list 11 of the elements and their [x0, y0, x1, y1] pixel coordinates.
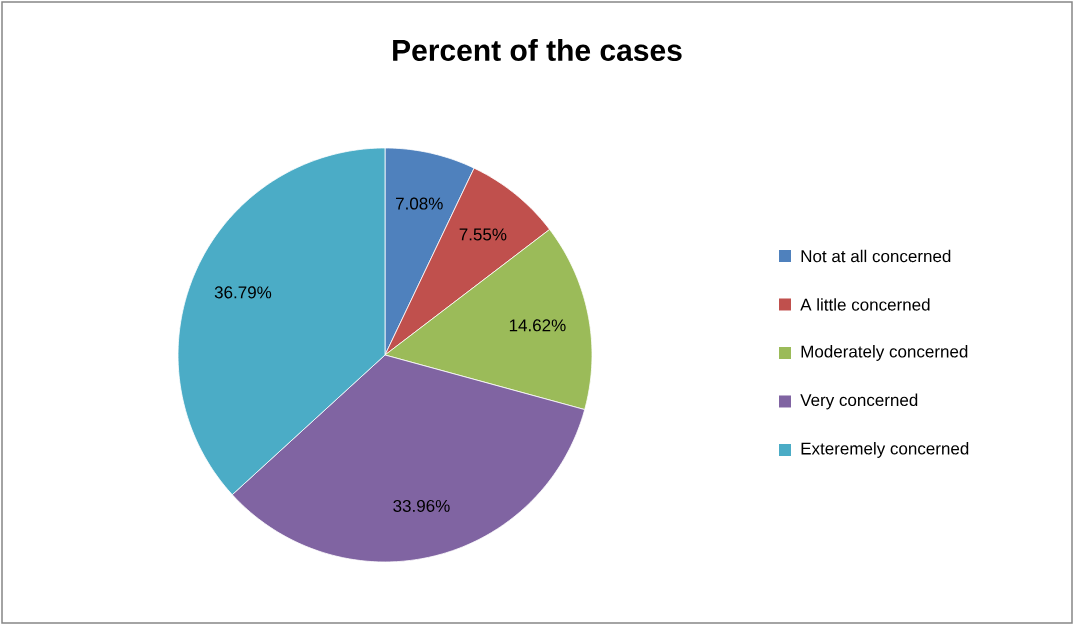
data-label: 7.55%: [459, 228, 507, 241]
data-label: 7.08%: [396, 197, 443, 210]
chart-title: Percent of the cases: [393, 38, 682, 62]
data-label: 36.79%: [214, 286, 272, 299]
legend-label: A little concerned: [800, 298, 930, 311]
legend-label: Very concerned: [800, 393, 918, 410]
legend-label: Not at all concerned: [801, 249, 951, 263]
data-label: 14.62%: [509, 319, 566, 332]
data-label: 33.96%: [393, 499, 450, 512]
legend-label: Exteremely concerned: [801, 442, 969, 458]
legend-label: Moderately concerned: [801, 345, 968, 361]
